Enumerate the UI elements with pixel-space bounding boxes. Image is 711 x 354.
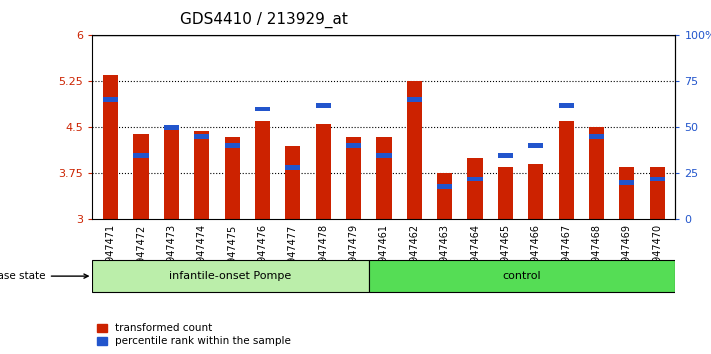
Bar	[589, 127, 604, 219]
Bar	[376, 137, 392, 219]
Bar	[498, 153, 513, 158]
Bar	[619, 167, 634, 219]
Bar	[559, 121, 574, 219]
Bar	[316, 124, 331, 219]
Bar	[498, 167, 513, 219]
Bar	[194, 134, 209, 139]
Bar	[164, 125, 179, 130]
Bar	[316, 103, 331, 108]
Bar	[650, 167, 665, 219]
FancyBboxPatch shape	[92, 219, 675, 258]
Bar	[467, 177, 483, 182]
Bar	[194, 131, 209, 219]
Bar	[528, 143, 543, 148]
Bar	[559, 103, 574, 108]
Bar	[437, 184, 452, 189]
Bar	[407, 97, 422, 102]
Bar	[225, 143, 240, 148]
Bar	[650, 177, 665, 182]
Bar	[467, 158, 483, 219]
Text: control: control	[503, 271, 541, 281]
Bar	[346, 137, 361, 219]
Bar	[164, 127, 179, 219]
Bar	[437, 173, 452, 219]
Bar	[285, 165, 301, 170]
FancyBboxPatch shape	[368, 260, 675, 292]
Bar	[376, 153, 392, 158]
Bar	[225, 137, 240, 219]
Bar	[589, 134, 604, 139]
Text: GDS4410 / 213929_at: GDS4410 / 213929_at	[180, 11, 348, 28]
Bar	[285, 146, 301, 219]
Legend: transformed count, percentile rank within the sample: transformed count, percentile rank withi…	[92, 319, 295, 350]
Bar	[134, 153, 149, 158]
Text: disease state: disease state	[0, 271, 88, 281]
Text: infantile-onset Pompe: infantile-onset Pompe	[169, 271, 292, 281]
Bar	[134, 133, 149, 219]
Bar	[255, 121, 270, 219]
Bar	[528, 164, 543, 219]
Bar	[619, 180, 634, 185]
Bar	[255, 107, 270, 112]
Bar	[346, 143, 361, 148]
Bar	[103, 97, 118, 102]
FancyBboxPatch shape	[92, 260, 368, 292]
Bar	[407, 81, 422, 219]
Bar	[103, 75, 118, 219]
